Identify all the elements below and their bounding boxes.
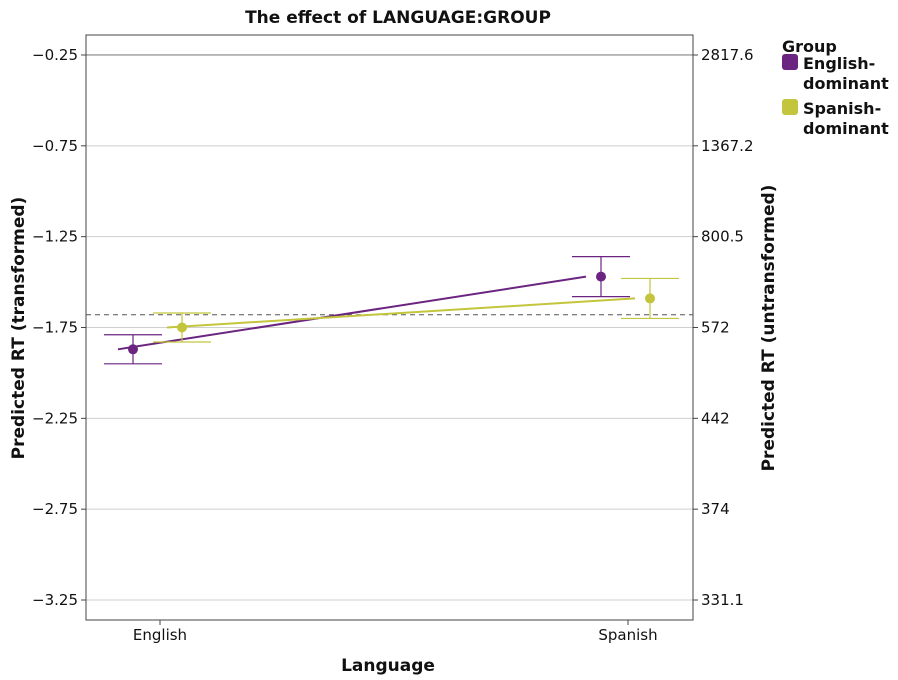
series-line [117, 275, 587, 351]
legend-label: dominant [803, 74, 889, 93]
chart-title: The effect of LANGUAGE:GROUP [245, 8, 551, 28]
left-tick-label: −2.75 [32, 500, 78, 518]
x-axis: English Spanish [133, 620, 658, 644]
left-tick-label: −0.25 [32, 46, 78, 64]
right-tick-label: 2817.6 [701, 46, 754, 64]
left-tick-label: −2.25 [32, 409, 78, 427]
right-tick-label: 1367.2 [701, 137, 754, 155]
right-tick-label: 572 [701, 319, 730, 337]
series-english-dominant [104, 256, 630, 365]
legend-swatch [782, 54, 798, 70]
x-tick-label: English [133, 626, 187, 644]
legend-label: Spanish- [803, 99, 881, 118]
right-tick-label: 374 [701, 500, 730, 518]
data-point [128, 344, 138, 355]
y-axis-title-left: Predicted RT (transformed) [9, 197, 29, 460]
data-point [177, 322, 187, 333]
right-tick-label: 331.1 [701, 591, 744, 609]
legend-title: Group [782, 37, 837, 56]
right-tick-label: 800.5 [701, 228, 744, 246]
series-layer [104, 256, 679, 365]
x-axis-title: Language [341, 656, 435, 676]
data-point [596, 271, 606, 282]
left-tick-label: −0.75 [32, 137, 78, 155]
left-y-axis: −0.25 −0.75 −1.25 −1.75 −2.25 −2.75 −3.25 [32, 46, 86, 609]
left-tick-label: −1.75 [32, 319, 78, 337]
right-y-axis: 2817.6 1367.2 800.5 572 442 374 331.1 [693, 46, 754, 609]
grid-lines [86, 54, 693, 601]
right-tick-label: 442 [701, 409, 730, 427]
series-line [166, 297, 636, 329]
series-spanish-dominant [153, 277, 679, 343]
data-point [645, 293, 655, 304]
legend-swatch [782, 99, 798, 115]
left-tick-label: −3.25 [32, 591, 78, 609]
x-tick-label: Spanish [598, 626, 657, 644]
legend-label: dominant [803, 119, 889, 138]
left-tick-label: −1.25 [32, 228, 78, 246]
y-axis-title-right: Predicted RT (untransformed) [759, 185, 779, 472]
legend-label: English- [803, 54, 875, 73]
